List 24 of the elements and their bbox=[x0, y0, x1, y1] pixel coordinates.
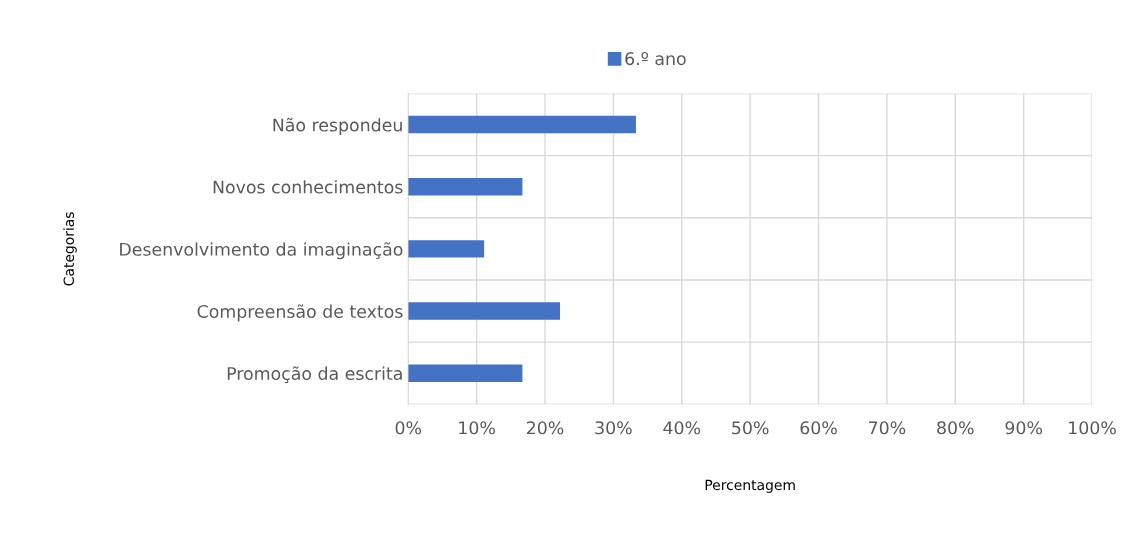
y-tick-label: Compreensão de textos bbox=[197, 304, 403, 322]
x-tick-label: 70% bbox=[869, 421, 906, 435]
bar bbox=[408, 240, 485, 258]
x-tick-label: 60% bbox=[800, 421, 837, 435]
x-axis-title: Percentagem bbox=[705, 479, 795, 493]
bar bbox=[408, 115, 636, 134]
bar bbox=[408, 364, 523, 382]
y-tick-label: Promoção da escrita bbox=[227, 366, 402, 384]
x-tick-label: 10% bbox=[459, 421, 495, 435]
y-tick-label: Desenvolvimento da imaginação bbox=[120, 242, 403, 260]
x-tick-label: 50% bbox=[732, 421, 769, 435]
bar bbox=[408, 178, 523, 196]
x-tick-label: 40% bbox=[663, 421, 701, 435]
legend-label: 6.º ano bbox=[625, 52, 686, 66]
bar bbox=[408, 302, 561, 320]
x-tick-label: 20% bbox=[526, 421, 564, 435]
y-axis-title: Categorias bbox=[63, 212, 77, 286]
y-tick-label: Não respondeu bbox=[273, 117, 402, 135]
y-tick-label: Novos conhecimentos bbox=[213, 180, 403, 194]
x-tick-label: 90% bbox=[1005, 421, 1042, 435]
x-tick-label: 30% bbox=[595, 421, 632, 435]
x-tick-label: 0% bbox=[395, 421, 422, 435]
x-tick-label: 100% bbox=[1069, 421, 1116, 435]
x-tick-label: 80% bbox=[937, 421, 974, 435]
